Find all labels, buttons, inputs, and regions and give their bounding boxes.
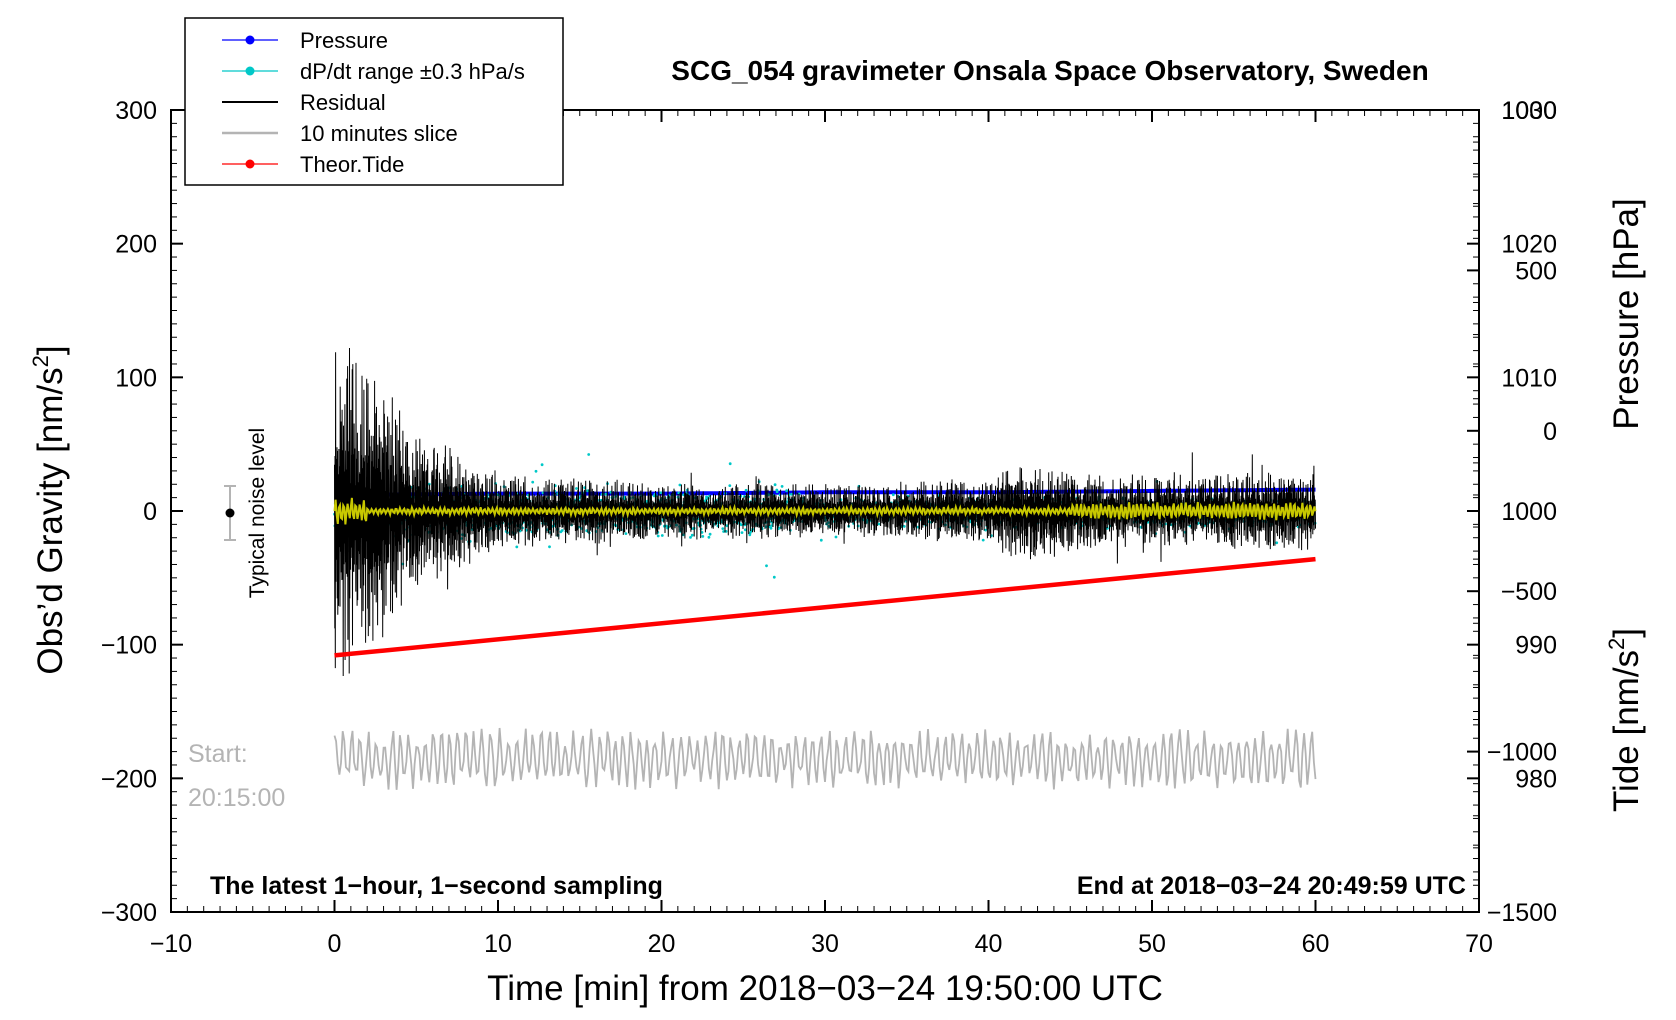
dpdt-point <box>689 536 692 539</box>
dpdt-point <box>560 529 564 532</box>
dpdt-point <box>659 491 663 495</box>
x-tick-label: 50 <box>1138 930 1166 958</box>
legend-marker-tide <box>245 159 255 169</box>
dpdt-point <box>721 527 725 530</box>
dpdt-point <box>744 488 748 492</box>
tide-tick-label: −1500 <box>1487 899 1557 927</box>
dpdt-point <box>624 532 628 535</box>
dpdt-point <box>548 545 551 549</box>
tide-tick-label: 1000 <box>1501 97 1557 125</box>
dpdt-point <box>775 490 779 494</box>
tide-axis-title-close: ] <box>1607 628 1646 638</box>
tide-tick-label: 500 <box>1515 257 1557 285</box>
pressure-tick-label: 1020 <box>1501 231 1557 259</box>
dpdt-point <box>534 469 538 473</box>
dpdt-point <box>785 489 788 493</box>
legend-label-residual: Residual <box>300 90 386 115</box>
y-tick-label: −100 <box>101 632 157 660</box>
pressure-tick-label: 1010 <box>1501 364 1557 392</box>
dpdt-point <box>531 480 535 484</box>
dpdt-point <box>740 531 744 534</box>
dpdt-point <box>790 492 793 496</box>
legend-marker-dpdt <box>245 66 255 76</box>
slice-line <box>333 727 1317 790</box>
start-label: Start: <box>188 740 248 768</box>
dpdt-point <box>773 483 777 487</box>
dpdt-point <box>701 535 705 538</box>
dpdt-point <box>728 484 732 487</box>
dpdt-point <box>981 538 985 542</box>
tide-tick-label: −1000 <box>1487 739 1557 767</box>
y-axis-title-left-base: Obs’d Gravity [nm/s <box>31 367 70 674</box>
note-right: End at 2018−03−24 20:49:59 UTC <box>1077 872 1466 900</box>
dpdt-point <box>690 533 694 537</box>
noise-indicator: Typical noise level <box>224 428 269 598</box>
dpdt-point <box>728 462 732 466</box>
dpdt-point <box>769 526 773 530</box>
y-tick-label: 300 <box>115 97 157 125</box>
tide-axis-title-base: Tide [nm/s <box>1607 650 1646 812</box>
x-axis-title: Time [min] from 2018−03−24 19:50:00 UTC <box>487 969 1163 1008</box>
dpdt-point <box>660 534 664 537</box>
dpdt-point <box>877 522 881 526</box>
y-axis-title-left: Obs’d Gravity [nm/s2] <box>28 345 70 674</box>
dpdt-point <box>780 485 784 488</box>
dpdt-point <box>772 575 776 579</box>
dpdt-point <box>587 453 591 456</box>
x-tick-label: 0 <box>328 930 342 958</box>
noise-marker <box>225 508 235 518</box>
pressure-tick-label: 990 <box>1515 632 1557 660</box>
start-time: 20:15:00 <box>188 784 285 812</box>
legend-label-slice: 10 minutes slice <box>300 121 458 146</box>
tide-line <box>334 556 1316 658</box>
y-axis-title-left-sup: 2 <box>28 355 53 367</box>
note-left: The latest 1−hour, 1−second sampling <box>210 872 663 900</box>
x-tick-label: 30 <box>811 930 839 958</box>
dpdt-point <box>575 487 578 490</box>
tide-tick-label: 0 <box>1543 418 1557 446</box>
dpdt-point <box>765 564 768 568</box>
pressure-tick-label: 1000 <box>1501 498 1557 526</box>
y-tick-label: −200 <box>101 765 157 793</box>
dpdt-point <box>707 535 711 539</box>
pressure-tick-label: 980 <box>1515 765 1557 793</box>
dpdt-point <box>739 523 743 527</box>
y-tick-label: 100 <box>115 364 157 392</box>
dpdt-point <box>604 492 608 496</box>
dpdt-point <box>515 545 519 549</box>
dpdt-point <box>656 534 660 538</box>
y-tick-label: 200 <box>115 231 157 259</box>
legend-label-tide: Theor.Tide <box>300 152 404 177</box>
tide-axis-title: Tide [nm/s2] <box>1604 628 1646 812</box>
dpdt-point <box>819 538 823 542</box>
pressure-axis-title: Pressure [hPa] <box>1607 198 1646 430</box>
x-tick-label: 20 <box>648 930 676 958</box>
dpdt-point <box>1275 541 1279 545</box>
x-tick-label: 70 <box>1465 930 1493 958</box>
dpdt-point <box>586 489 589 493</box>
dpdt-point <box>891 493 895 497</box>
chart-title: SCG_054 gravimeter Onsala Space Observat… <box>671 55 1428 86</box>
tide-axis-title-sup: 2 <box>1604 638 1629 650</box>
noise-label: Typical noise level <box>246 428 269 598</box>
legend-marker-pressure <box>245 35 255 45</box>
x-tick-label: −10 <box>150 930 192 958</box>
tide-tick-label: −500 <box>1501 578 1557 606</box>
data-layer <box>333 347 1317 790</box>
dpdt-point <box>834 535 838 539</box>
legend-label-dpdt: dP/dt range ±0.3 hPa/s <box>300 59 525 84</box>
x-tick-label: 40 <box>975 930 1003 958</box>
legend-label-pressure: Pressure <box>300 28 388 53</box>
y-axis-title-left-close: ] <box>31 345 70 355</box>
y-tick-label: −300 <box>101 899 157 927</box>
dpdt-point <box>678 483 682 487</box>
x-tick-label: 60 <box>1302 930 1330 958</box>
dpdt-point <box>708 532 712 536</box>
dpdt-point <box>540 463 544 467</box>
y-tick-label: 0 <box>143 498 157 526</box>
x-tick-label: 10 <box>484 930 512 958</box>
legend: Pressure dP/dt range ±0.3 hPa/s Residual… <box>184 17 564 186</box>
